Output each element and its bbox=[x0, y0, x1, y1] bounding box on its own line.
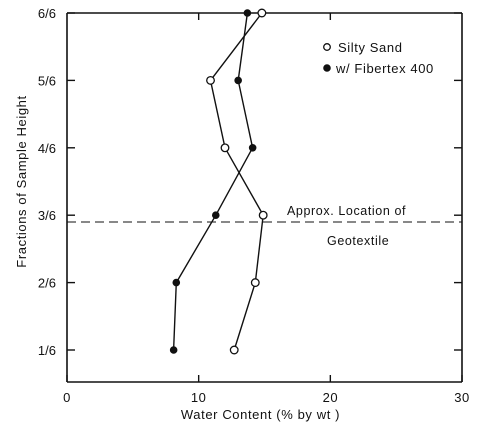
y-tick-label: 4/6 bbox=[38, 141, 56, 156]
data-point-fibertex bbox=[172, 278, 181, 287]
x-tick-label: 30 bbox=[454, 390, 469, 405]
y-axis-title: Fractions of Sample Height bbox=[14, 95, 29, 267]
y-tick-label: 1/6 bbox=[38, 343, 56, 358]
series-line-fibertex bbox=[172, 12, 254, 351]
legend-label-silty-sand: Silty Sand bbox=[338, 40, 403, 55]
y-tick-label: 5/6 bbox=[38, 73, 56, 88]
legend-marker-fibertex bbox=[323, 64, 331, 72]
ticks: 0 10 20 30 1/6 2/6 3/6 4/6 5/6 6/6 bbox=[38, 6, 469, 405]
data-point-silty-sand bbox=[258, 210, 268, 220]
data-point-silty-sand bbox=[229, 345, 239, 355]
x-axis-title: Water Content (% by wt ) bbox=[181, 407, 340, 422]
data-point-fibertex bbox=[211, 211, 220, 219]
x-tick-label: 0 bbox=[63, 390, 71, 405]
data-point-fibertex bbox=[234, 76, 242, 85]
data-point-silty-sand bbox=[257, 8, 267, 18]
y-tick-label: 6/6 bbox=[38, 6, 56, 21]
annotation-line-1: Approx. Location of bbox=[287, 204, 406, 218]
legend-label-fibertex: w/ Fibertex 400 bbox=[335, 61, 434, 76]
data-point-silty-sand bbox=[220, 143, 230, 153]
data-point-fibertex bbox=[169, 346, 178, 354]
legend-marker-silty-sand bbox=[323, 43, 331, 51]
y-tick-label: 2/6 bbox=[38, 276, 56, 291]
series-group bbox=[169, 8, 268, 355]
y-tick-label: 3/6 bbox=[38, 208, 56, 223]
annotation-line-2: Geotextile bbox=[327, 234, 389, 248]
series-line-silty-sand bbox=[209, 12, 264, 351]
legend: Silty Sand w/ Fibertex 400 bbox=[323, 40, 434, 76]
x-tick-label: 20 bbox=[323, 390, 338, 405]
data-point-fibertex bbox=[248, 144, 257, 152]
data-point-silty-sand bbox=[206, 75, 215, 85]
data-point-silty-sand bbox=[250, 278, 260, 288]
x-tick-label: 10 bbox=[191, 390, 206, 405]
data-point-fibertex bbox=[243, 9, 252, 17]
